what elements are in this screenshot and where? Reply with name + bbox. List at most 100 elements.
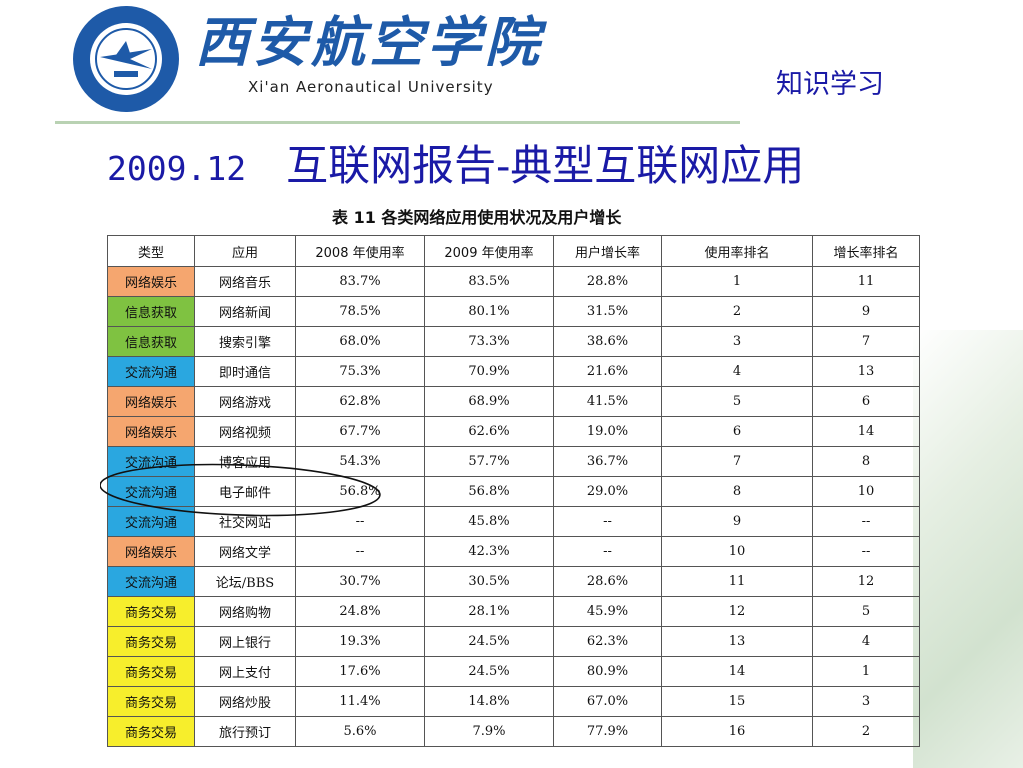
cell-usage-2008: 62.8% [295,386,425,417]
cell-user-growth: 36.7% [553,446,662,477]
cell-usage-2008: 11.4% [295,686,425,717]
cell-growth-rank: 4 [812,626,920,657]
header-app: 应用 [194,235,296,267]
cell-type: 商务交易 [107,686,195,717]
cell-user-growth: 41.5% [553,386,662,417]
cell-growth-rank: 1 [812,656,920,687]
cell-app: 旅行预订 [194,716,296,747]
usage-table: 类型 应用 2008 年使用率 2009 年使用率 用户增长率 使用率排名 增长… [107,235,920,747]
cell-usage-2009: 42.3% [424,536,554,567]
header-usage-2009: 2009 年使用率 [424,235,554,267]
cell-usage-rank: 5 [661,386,813,417]
cell-user-growth: 29.0% [553,476,662,507]
cell-usage-2008: 75.3% [295,356,425,387]
cell-usage-2008: 19.3% [295,626,425,657]
cell-usage-rank: 13 [661,626,813,657]
table-row: 网络娱乐 网络视频 67.7% 62.6% 19.0% 6 14 [107,416,920,447]
cell-app: 网络炒股 [194,686,296,717]
table-row: 网络娱乐 网络文学 -- 42.3% -- 10 -- [107,536,920,567]
cell-usage-rank: 9 [661,506,813,537]
cell-user-growth: 45.9% [553,596,662,627]
cell-growth-rank: 6 [812,386,920,417]
cell-usage-2008: 56.8% [295,476,425,507]
cell-growth-rank: 5 [812,596,920,627]
table-row: 商务交易 网络炒股 11.4% 14.8% 67.0% 15 3 [107,686,920,717]
cell-app: 即时通信 [194,356,296,387]
table-row: 商务交易 网上支付 17.6% 24.5% 80.9% 14 1 [107,656,920,687]
cell-usage-rank: 15 [661,686,813,717]
cell-usage-2009: 57.7% [424,446,554,477]
cell-usage-rank: 2 [661,296,813,327]
cell-type: 网络娱乐 [107,386,195,417]
cell-usage-rank: 12 [661,596,813,627]
cell-usage-2008: 17.6% [295,656,425,687]
cell-app: 网络文学 [194,536,296,567]
slide-title: 2009.12 互联网报告-典型互联网应用 [107,140,804,195]
cell-type: 交流沟通 [107,446,195,477]
cell-usage-2008: 78.5% [295,296,425,327]
cell-user-growth: 80.9% [553,656,662,687]
cell-usage-2009: 73.3% [424,326,554,357]
cell-usage-rank: 3 [661,326,813,357]
cell-usage-rank: 4 [661,356,813,387]
cell-app: 网络新闻 [194,296,296,327]
cell-type: 网络娱乐 [107,536,195,567]
cell-growth-rank: -- [812,506,920,537]
cell-usage-rank: 1 [661,266,813,297]
cell-usage-rank: 7 [661,446,813,477]
table-caption: 表 11 各类网络应用使用状况及用户增长 [332,208,622,227]
table-row: 网络娱乐 网络音乐 83.7% 83.5% 28.8% 1 11 [107,266,920,297]
header-user-growth: 用户增长率 [553,235,662,267]
cell-growth-rank: 3 [812,686,920,717]
header-tag: 知识学习 [776,69,884,100]
cell-growth-rank: 12 [812,566,920,597]
cell-user-growth: 31.5% [553,296,662,327]
cell-user-growth: 21.6% [553,356,662,387]
cell-growth-rank: 10 [812,476,920,507]
cell-app: 网络视频 [194,416,296,447]
university-name-english: Xi'an Aeronautical University [248,78,494,96]
cell-usage-2008: 67.7% [295,416,425,447]
cell-usage-2009: 83.5% [424,266,554,297]
cell-usage-2009: 14.8% [424,686,554,717]
cell-growth-rank: 7 [812,326,920,357]
cell-growth-rank: 9 [812,296,920,327]
cell-app: 网上支付 [194,656,296,687]
cell-usage-2009: 80.1% [424,296,554,327]
cell-growth-rank: 14 [812,416,920,447]
cell-usage-2009: 62.6% [424,416,554,447]
cell-app: 网络购物 [194,596,296,627]
cell-usage-2009: 28.1% [424,596,554,627]
cell-type: 商务交易 [107,596,195,627]
header-type: 类型 [107,235,195,267]
cell-user-growth: 28.6% [553,566,662,597]
cell-usage-2008: -- [295,536,425,567]
cell-app: 社交网站 [194,506,296,537]
table-header-row: 类型 应用 2008 年使用率 2009 年使用率 用户增长率 使用率排名 增长… [107,235,920,267]
table-row: 交流沟通 电子邮件 56.8% 56.8% 29.0% 8 10 [107,476,920,507]
university-emblem-icon [73,6,179,112]
background-decoration [913,330,1023,768]
header-divider [55,121,740,124]
table-row: 交流沟通 即时通信 75.3% 70.9% 21.6% 4 13 [107,356,920,387]
cell-app: 网络游戏 [194,386,296,417]
cell-user-growth: 38.6% [553,326,662,357]
cell-growth-rank: -- [812,536,920,567]
cell-user-growth: 62.3% [553,626,662,657]
cell-user-growth: 67.0% [553,686,662,717]
table-body: 网络娱乐 网络音乐 83.7% 83.5% 28.8% 1 11 信息获取 网络新闻 78.5% 8… [107,266,920,747]
header-usage-2008: 2008 年使用率 [295,235,425,267]
university-name-chinese: 西安航空学院 [195,10,543,74]
cell-usage-rank: 11 [661,566,813,597]
table-row: 交流沟通 论坛/BBS 30.7% 30.5% 28.6% 11 12 [107,566,920,597]
cell-usage-2009: 68.9% [424,386,554,417]
table-row: 商务交易 网络购物 24.8% 28.1% 45.9% 12 5 [107,596,920,627]
cell-user-growth: -- [553,506,662,537]
slide-title-date: 2009.12 [107,149,247,188]
cell-growth-rank: 2 [812,716,920,747]
cell-usage-2008: 5.6% [295,716,425,747]
cell-growth-rank: 8 [812,446,920,477]
cell-usage-2009: 7.9% [424,716,554,747]
cell-usage-2008: 68.0% [295,326,425,357]
cell-usage-2009: 45.8% [424,506,554,537]
